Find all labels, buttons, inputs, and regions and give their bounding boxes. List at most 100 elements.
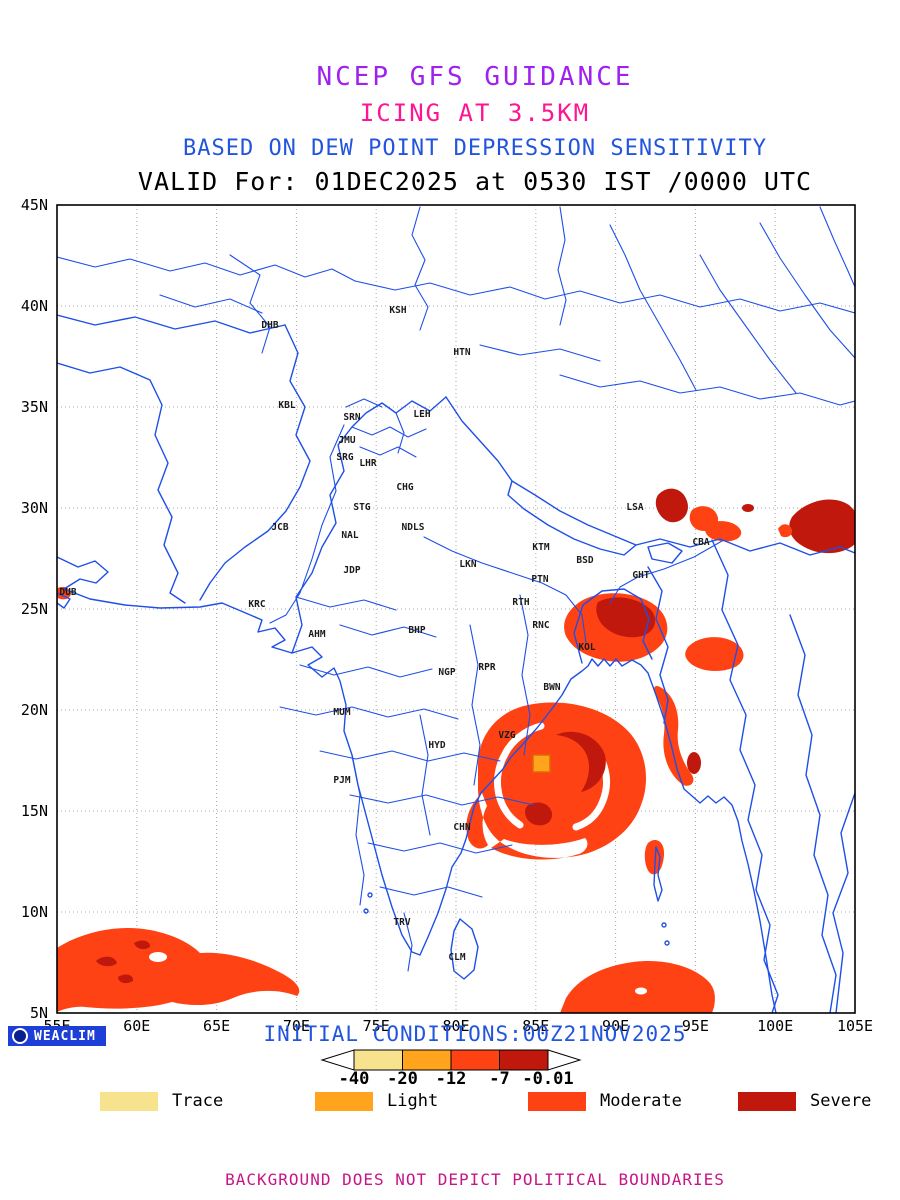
state-border-1: [295, 596, 397, 611]
station-label-kbl: KBL: [278, 400, 295, 411]
station-label-dub: DUB: [59, 587, 76, 598]
weather-map: DHB KSH HTN KBL SRN LEH JMU SRG LHR CHG STG JCB NDLS…: [21, 196, 873, 1035]
border-nepal: [507, 480, 637, 556]
chart-titles: NCEP GFS GUIDANCE ICING AT 3.5KM BASED O…: [50, 62, 900, 196]
lon-tick-label: 100E: [757, 1017, 793, 1035]
legend-label: Moderate: [600, 1091, 682, 1111]
icing-moderate-northeast: [564, 593, 744, 875]
river-tibet-4: [759, 222, 855, 359]
state-border-9: [419, 714, 431, 836]
lon-tick-label: 90E: [602, 1017, 629, 1035]
map-gridlines: [57, 205, 855, 1013]
river-tibet-2: [609, 224, 697, 391]
legend-item-moderate: Moderate: [528, 1091, 682, 1111]
border-himalaya: [445, 396, 513, 482]
legend-swatch-trace: [100, 1091, 158, 1111]
icing-moderate-tibet: [689, 506, 793, 542]
station-label-rth: RTH: [512, 597, 529, 608]
axis-labels: 45N40N35N30N25N20N15N10N5N55E60E65E70E75…: [21, 196, 873, 1035]
icing-severe-cyclone-core: [525, 731, 606, 826]
border-afghan-north: [57, 314, 286, 334]
state-border-3: [299, 664, 433, 678]
station-label-lhr: LHR: [359, 458, 376, 469]
lon-tick-label: 95E: [682, 1017, 709, 1035]
island-dot: [664, 940, 670, 946]
scale-value: -20: [387, 1069, 418, 1089]
river-tibet-6: [559, 374, 855, 406]
station-label-clm: CLM: [448, 952, 465, 963]
station-label-lkn: LKN: [459, 559, 476, 570]
lat-tick-label: 25N: [21, 600, 48, 618]
border-kashmir-4: [395, 412, 405, 454]
station-label-bhp: BHP: [408, 625, 425, 636]
icing-gap: [635, 987, 647, 995]
station-label-chn: CHN: [453, 822, 470, 833]
icing-severe-arabian-sea: [96, 940, 151, 984]
river-tibet-5: [819, 206, 855, 288]
station-label-jdp: JDP: [343, 565, 360, 576]
border-indo-myanmar: [647, 566, 669, 724]
scale-threshold-values: -40 -20 -12 -7 -0.01: [320, 1069, 582, 1089]
station-label-lsa: LSA: [626, 502, 643, 513]
station-label-htn: HTN: [453, 347, 470, 358]
state-border-13: [403, 912, 413, 972]
coastline-andaman: [653, 846, 663, 902]
color-scale-bar: [320, 1049, 582, 1071]
scale-value: -7: [489, 1069, 510, 1089]
station-label-trv: TRV: [393, 917, 410, 928]
legend-label: Severe: [810, 1091, 872, 1111]
state-border-6: [349, 794, 535, 806]
cyclone-band-gap: [494, 722, 545, 829]
station-label-pjm: PJM: [333, 775, 350, 786]
icing-moderate-cyclone: [466, 702, 646, 860]
station-label-ngp: NGP: [438, 667, 455, 678]
border-indo-pak: [291, 396, 447, 654]
coastline-east: [832, 792, 855, 1013]
coastline-mainland: [57, 556, 777, 1013]
scale-value: -12: [435, 1069, 467, 1089]
border-pamir: [411, 206, 429, 331]
scale-value: -0.01: [522, 1069, 574, 1089]
station-label-cba: CBA: [692, 537, 709, 548]
state-border-11: [519, 594, 531, 756]
lat-tick-label: 10N: [21, 903, 48, 921]
border-uzbek: [159, 294, 263, 314]
river-tibet-1: [557, 206, 567, 326]
station-label-jcb: JCB: [271, 522, 288, 533]
lat-tick-label: 15N: [21, 802, 48, 820]
lat-tick-label: 20N: [21, 701, 48, 719]
border-bhutan: [647, 542, 683, 564]
legend-item-trace: Trace: [100, 1091, 223, 1111]
island-dot: [367, 892, 373, 898]
icing-severe-tibet: [655, 488, 855, 554]
station-label-ktm: KTM: [532, 542, 549, 553]
initial-conditions-text: INITIAL CONDITIONS:00Z21NOV2025: [263, 1022, 687, 1046]
title-line-1: NCEP GFS GUIDANCE: [316, 62, 634, 92]
border-kashmir-1: [351, 426, 427, 438]
lat-tick-label: 45N: [21, 196, 48, 214]
border-kashmir-3: [345, 398, 383, 408]
station-label-dhb: DHB: [261, 320, 278, 331]
icing-gap: [149, 952, 167, 962]
border-iran-west: [57, 362, 186, 604]
station-label-leh: LEH: [413, 409, 430, 420]
state-border-4: [279, 706, 459, 720]
legend-swatch-light: [315, 1091, 373, 1111]
scale-arrow-left: [320, 1049, 355, 1071]
station-label-chg: CHG: [396, 482, 413, 493]
scale-cell-light: [402, 1049, 452, 1071]
lon-tick-label: 75E: [363, 1017, 390, 1035]
station-label-hyd: HYD: [428, 740, 445, 751]
border-tibet-north: [354, 280, 855, 314]
station-label-ndls: NDLS: [402, 522, 425, 533]
station-label-ahm: AHM: [308, 629, 325, 640]
lat-tick-label: 30N: [21, 499, 48, 517]
border-tibet-east: [635, 538, 855, 556]
border-myanmar-east-1: [711, 539, 779, 1013]
lon-tick-label: 70E: [283, 1017, 310, 1035]
station-label-stg: STG: [353, 502, 370, 513]
border-bangladesh: [573, 588, 653, 664]
lon-tick-label: 80E: [442, 1017, 469, 1035]
scale-cell-severe: [499, 1049, 549, 1071]
